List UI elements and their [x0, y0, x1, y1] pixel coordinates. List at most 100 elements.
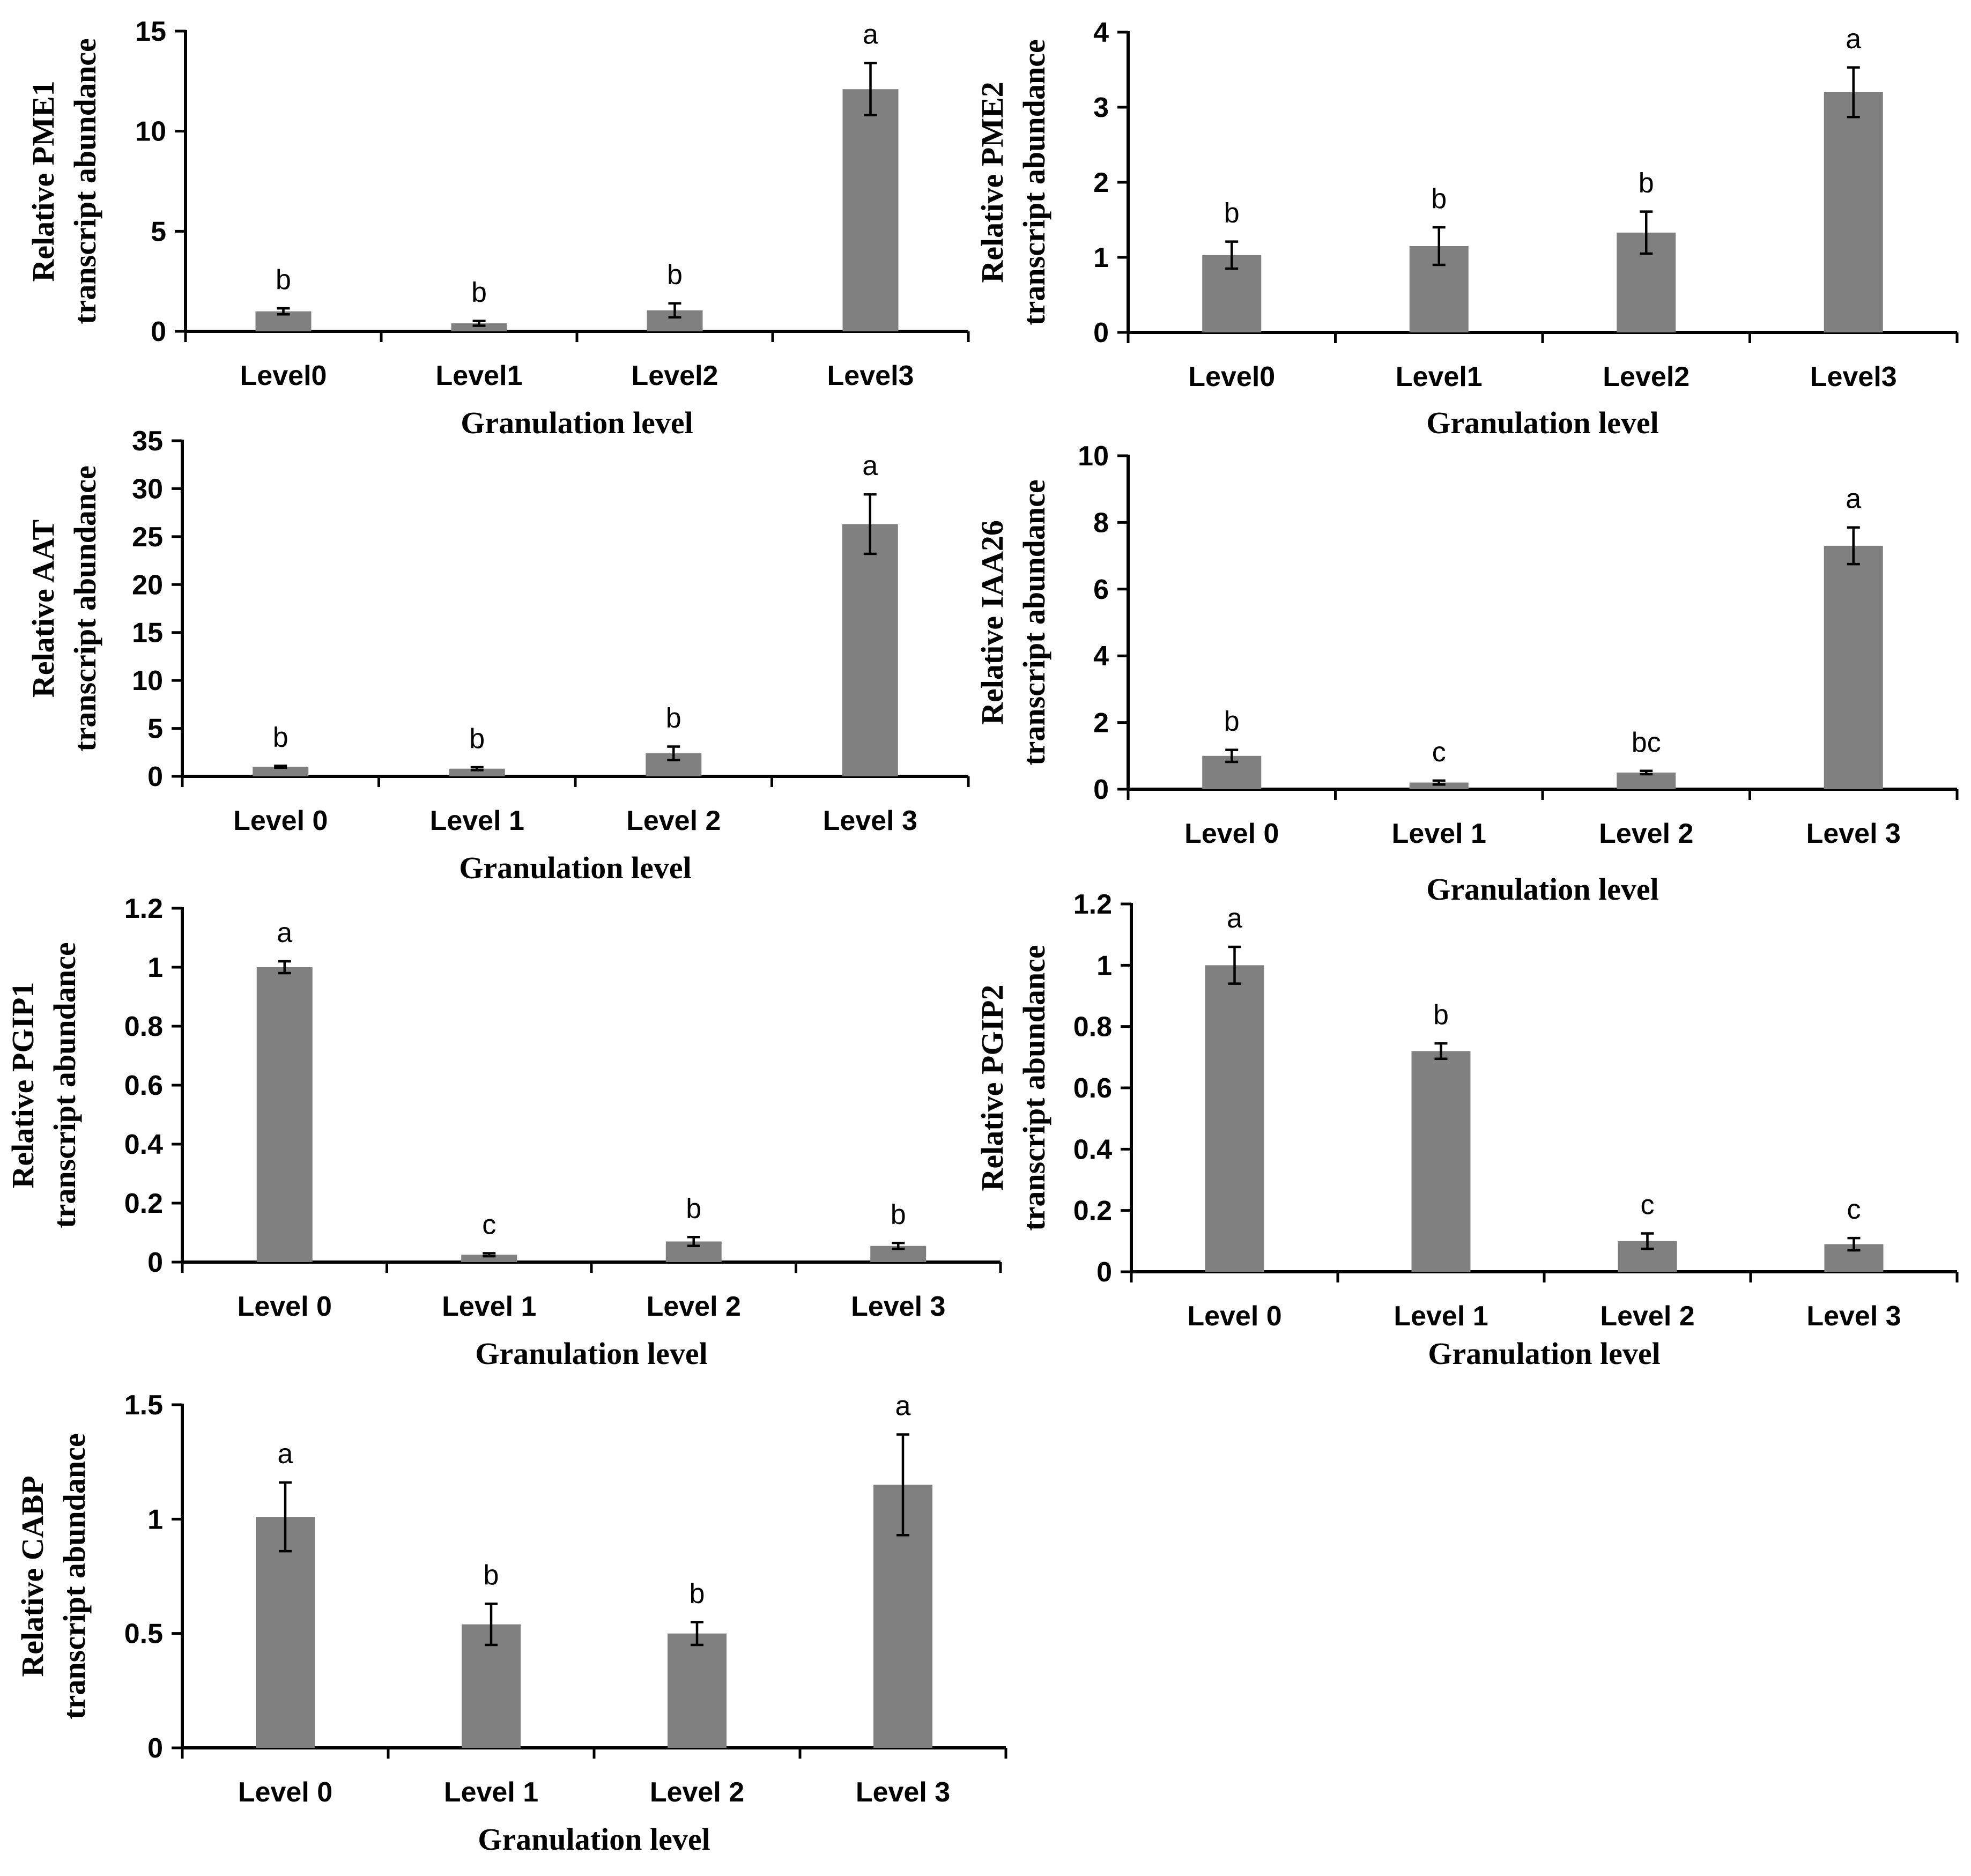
- category-label: Level 3: [1806, 1301, 1901, 1332]
- category-label: Level 1: [444, 1777, 538, 1808]
- chart-panel-pgip1: 0 0.2 0.4 0.6 0.8 1 1.2 a Level 0 c Level 1 b Level …: [5, 893, 1002, 1371]
- category-label: Level 1: [442, 1291, 536, 1322]
- significance-label: a: [277, 917, 292, 948]
- y-axis-title-line: transcript abundance: [1017, 479, 1051, 765]
- x-axis-title: Granulation level: [1428, 1336, 1660, 1371]
- y-axis-title-line: Relative IAA26: [975, 520, 1010, 725]
- y-tick-label: 0.4: [1073, 1134, 1112, 1165]
- y-axis-title-line: transcript abundance: [68, 465, 102, 751]
- significance-label: b: [666, 703, 681, 734]
- y-axis-title-line: Relative CABP: [15, 1475, 50, 1677]
- y-axis-title-line: transcript abundance: [47, 942, 82, 1228]
- bar: [461, 1255, 517, 1262]
- y-tick-label: 6: [1093, 574, 1109, 605]
- y-tick-label: 5: [147, 714, 163, 745]
- significance-label: a: [895, 1390, 911, 1421]
- significance-label: b: [1224, 706, 1240, 737]
- significance-label: a: [1846, 484, 1861, 515]
- y-axis-title-line: transcript abundance: [68, 38, 102, 324]
- y-tick-label: 8: [1093, 507, 1109, 538]
- y-tick-label: 5: [151, 216, 166, 247]
- y-tick-label: 0.2: [124, 1188, 163, 1219]
- bar: [253, 767, 309, 776]
- y-tick-label: 30: [132, 473, 163, 505]
- category-label: Level 0: [1184, 818, 1279, 849]
- significance-label: a: [1227, 903, 1242, 934]
- significance-label: b: [471, 277, 487, 308]
- y-tick-label: 0: [1096, 1257, 1112, 1288]
- x-axis-title: Granulation level: [475, 1336, 707, 1371]
- chart-panel-pme2: 0 1 2 3 4 b Level0 b Level1 b Level2 a Level3 Granula…: [975, 17, 1959, 440]
- y-axis-title-line: transcript abundance: [57, 1433, 92, 1719]
- y-tick-label: 1.2: [1073, 889, 1112, 920]
- significance-label: b: [1224, 198, 1240, 229]
- y-tick-label: 15: [135, 16, 166, 47]
- y-tick-label: 4: [1093, 641, 1109, 672]
- x-axis-title: Granulation level: [461, 405, 693, 440]
- y-tick-label: 1: [147, 1504, 163, 1535]
- bar: [256, 1517, 315, 1748]
- y-tick-label: 2: [1093, 708, 1109, 739]
- category-label: Level3: [1810, 361, 1897, 392]
- significance-label: a: [862, 450, 878, 481]
- category-label: Level1: [436, 360, 523, 391]
- category-label: Level 2: [626, 805, 721, 836]
- significance-label: b: [891, 1199, 906, 1230]
- category-label: Level 0: [238, 1777, 332, 1808]
- y-tick-label: 10: [1078, 441, 1109, 472]
- category-label: Level1: [1396, 361, 1483, 392]
- significance-label: c: [1847, 1194, 1861, 1225]
- y-tick-label: 0: [147, 1733, 163, 1764]
- y-tick-label: 0: [147, 761, 163, 792]
- chart-panel-iaa26: 0 2 4 6 8 10 b Level 0 c Level 1 bc Level 2 a Level 3…: [975, 441, 1959, 907]
- y-axis-title-line: Relative PME1: [26, 80, 61, 281]
- significance-label: c: [1432, 737, 1446, 768]
- significance-label: b: [273, 722, 288, 753]
- category-label: Level 1: [430, 805, 524, 836]
- y-tick-label: 35: [132, 426, 163, 457]
- category-label: Level 3: [1806, 818, 1901, 849]
- y-tick-label: 0.2: [1073, 1196, 1112, 1227]
- significance-label: b: [1433, 999, 1449, 1030]
- y-tick-label: 1: [147, 952, 163, 983]
- category-label: Level 1: [1392, 818, 1486, 849]
- bar: [668, 1633, 727, 1748]
- significance-label: b: [667, 259, 683, 291]
- y-tick-label: 1.5: [124, 1390, 163, 1421]
- x-axis-title: Granulation level: [1426, 872, 1658, 907]
- y-tick-label: 0: [1093, 774, 1109, 805]
- significance-label: bc: [1632, 727, 1661, 758]
- y-tick-label: 20: [132, 569, 163, 600]
- y-tick-label: 0.8: [124, 1011, 163, 1042]
- bar: [1205, 965, 1264, 1272]
- y-tick-label: 4: [1093, 17, 1109, 48]
- category-label: Level 2: [650, 1777, 744, 1808]
- bar: [1409, 782, 1469, 789]
- y-tick-label: 15: [132, 618, 163, 649]
- x-axis-title: Granulation level: [478, 1822, 710, 1857]
- category-label: Level 0: [1187, 1301, 1281, 1332]
- y-tick-label: 1.2: [124, 893, 163, 924]
- y-tick-label: 0.6: [1073, 1073, 1112, 1104]
- y-axis-title-line: Relative PME2: [975, 81, 1010, 283]
- bar: [842, 89, 899, 331]
- y-tick-label: 2: [1093, 167, 1109, 198]
- y-tick-label: 0.5: [124, 1619, 163, 1650]
- category-label: Level 3: [851, 1291, 945, 1322]
- bar: [1824, 92, 1883, 332]
- category-label: Level2: [1603, 361, 1690, 392]
- significance-label: b: [1431, 183, 1447, 214]
- y-axis-title-line: transcript abundance: [1017, 39, 1051, 325]
- y-axis-title-line: Relative AAT: [26, 520, 61, 698]
- significance-label: c: [482, 1210, 496, 1241]
- significance-label: b: [1639, 168, 1654, 199]
- y-axis-title-line: Relative PGIP1: [5, 982, 40, 1189]
- bar: [1824, 545, 1883, 789]
- x-axis-title: Granulation level: [459, 850, 691, 885]
- y-tick-label: 1: [1093, 242, 1109, 273]
- category-label: Level 2: [1599, 818, 1693, 849]
- significance-label: b: [484, 1560, 499, 1591]
- bar: [256, 967, 313, 1262]
- significance-label: b: [686, 1193, 701, 1224]
